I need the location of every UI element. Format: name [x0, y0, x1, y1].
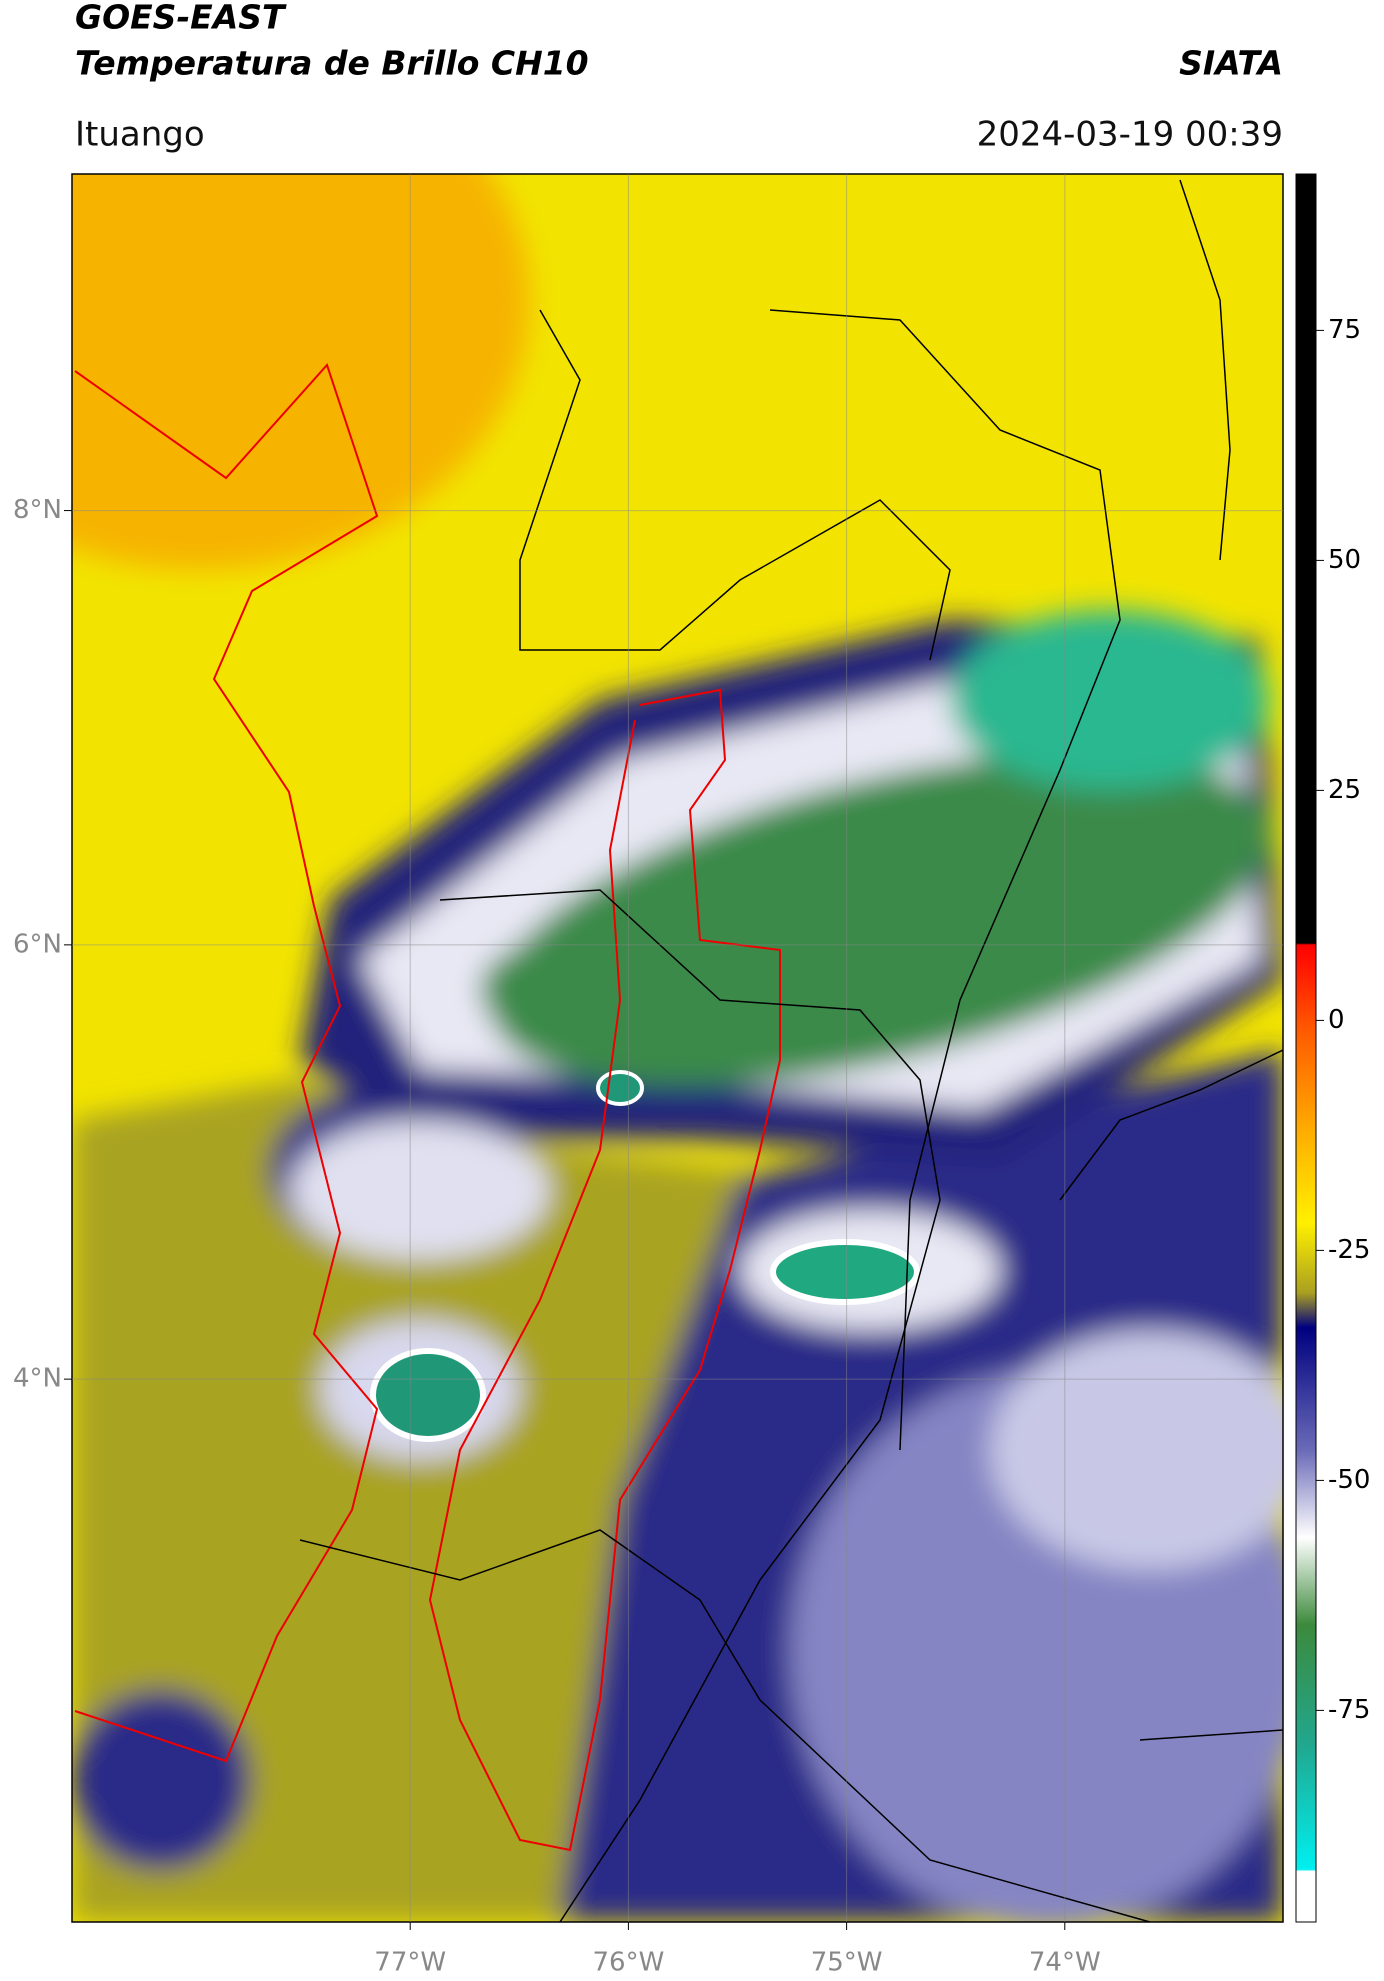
title: GOES-EAST — [75, 0, 287, 37]
colorbar-tick-label: 50 — [1328, 545, 1361, 575]
x-tick-label: 77°W — [374, 1948, 446, 1978]
location: Ituango — [75, 115, 205, 155]
subtitle: Temperatura de Brillo CH10 — [75, 44, 589, 83]
x-tick-label: 74°W — [1029, 1948, 1101, 1978]
colorbar-tick-label: -25 — [1328, 1235, 1370, 1265]
colorbar-tick-label: 0 — [1328, 1005, 1345, 1035]
map-frame — [71, 173, 1284, 1923]
colorbar — [1295, 173, 1317, 1923]
colorbar-tick-label: 75 — [1328, 315, 1361, 345]
y-tick-label: 8°N — [13, 495, 62, 525]
y-tick-label: 4°N — [13, 1364, 62, 1394]
x-tick-label: 75°W — [811, 1948, 883, 1978]
y-tick-label: 6°N — [13, 929, 62, 959]
brand: SIATA — [1179, 44, 1283, 83]
colorbar-tick-label: -75 — [1328, 1695, 1370, 1725]
x-tick-label: 76°W — [593, 1948, 665, 1978]
datetime: 2024-03-19 00:39 — [977, 115, 1283, 155]
satellite-image — [72, 174, 1283, 1922]
colorbar-tick-label: 25 — [1328, 775, 1361, 805]
colorbar-tick-label: -50 — [1328, 1465, 1370, 1495]
